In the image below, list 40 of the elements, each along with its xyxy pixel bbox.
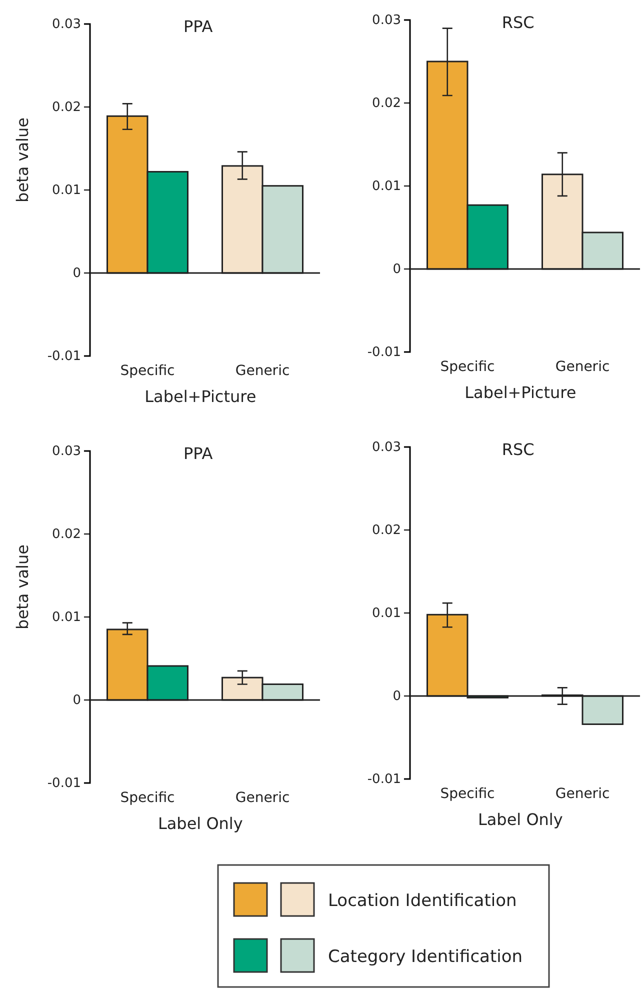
y-tick-label: 0.01 xyxy=(52,610,81,626)
y-tick-label: -0.01 xyxy=(367,772,401,788)
legend-label: Location Identification xyxy=(328,891,517,911)
y-tick-label: -0.01 xyxy=(47,349,81,364)
y-tick-label: 0.01 xyxy=(52,183,81,198)
y-tick-label: 0.02 xyxy=(52,527,81,542)
chart-title: RSC xyxy=(502,440,534,459)
y-tick-label: 0.03 xyxy=(372,13,401,28)
chart-title: PPA xyxy=(183,444,213,463)
chart-title: PPA xyxy=(183,17,213,36)
y-axis-title: beta value xyxy=(13,118,32,202)
x-axis-title: Label+Picture xyxy=(464,383,576,402)
y-tick-label: 0.02 xyxy=(372,96,401,112)
x-tick-label: Specific xyxy=(120,362,175,379)
y-axis-title: beta value xyxy=(13,544,32,630)
x-tick-label: Generic xyxy=(235,790,290,806)
y-tick-label: 0.03 xyxy=(52,17,81,32)
y-tick-label: 0 xyxy=(392,262,401,278)
y-tick-label: 0.01 xyxy=(372,606,401,622)
x-tick-label: Specific xyxy=(440,358,495,375)
x-axis-title: Label Only xyxy=(478,810,563,829)
y-tick-label: 0.03 xyxy=(52,444,81,460)
y-tick-label: -0.01 xyxy=(367,345,401,360)
y-tick-label: 0.03 xyxy=(372,440,401,456)
x-tick-label: Specific xyxy=(120,790,175,806)
x-tick-label: Generic xyxy=(555,786,610,802)
y-tick-label: 0.01 xyxy=(372,179,401,194)
x-tick-label: Specific xyxy=(440,786,495,802)
y-tick-label: -0.01 xyxy=(47,776,81,792)
y-tick-label: 0 xyxy=(392,689,401,704)
x-tick-label: Generic xyxy=(235,362,290,379)
x-axis-title: Label Only xyxy=(158,814,243,833)
y-tick-label: 0 xyxy=(72,266,81,282)
x-tick-label: Generic xyxy=(555,358,610,375)
chart-title: RSC xyxy=(502,13,534,32)
y-tick-label: 0 xyxy=(72,693,81,708)
y-tick-label: 0.02 xyxy=(372,523,401,538)
y-tick-label: 0.02 xyxy=(52,100,81,116)
x-axis-title: Label+Picture xyxy=(144,387,256,406)
legend-label: Category Identification xyxy=(328,947,523,967)
